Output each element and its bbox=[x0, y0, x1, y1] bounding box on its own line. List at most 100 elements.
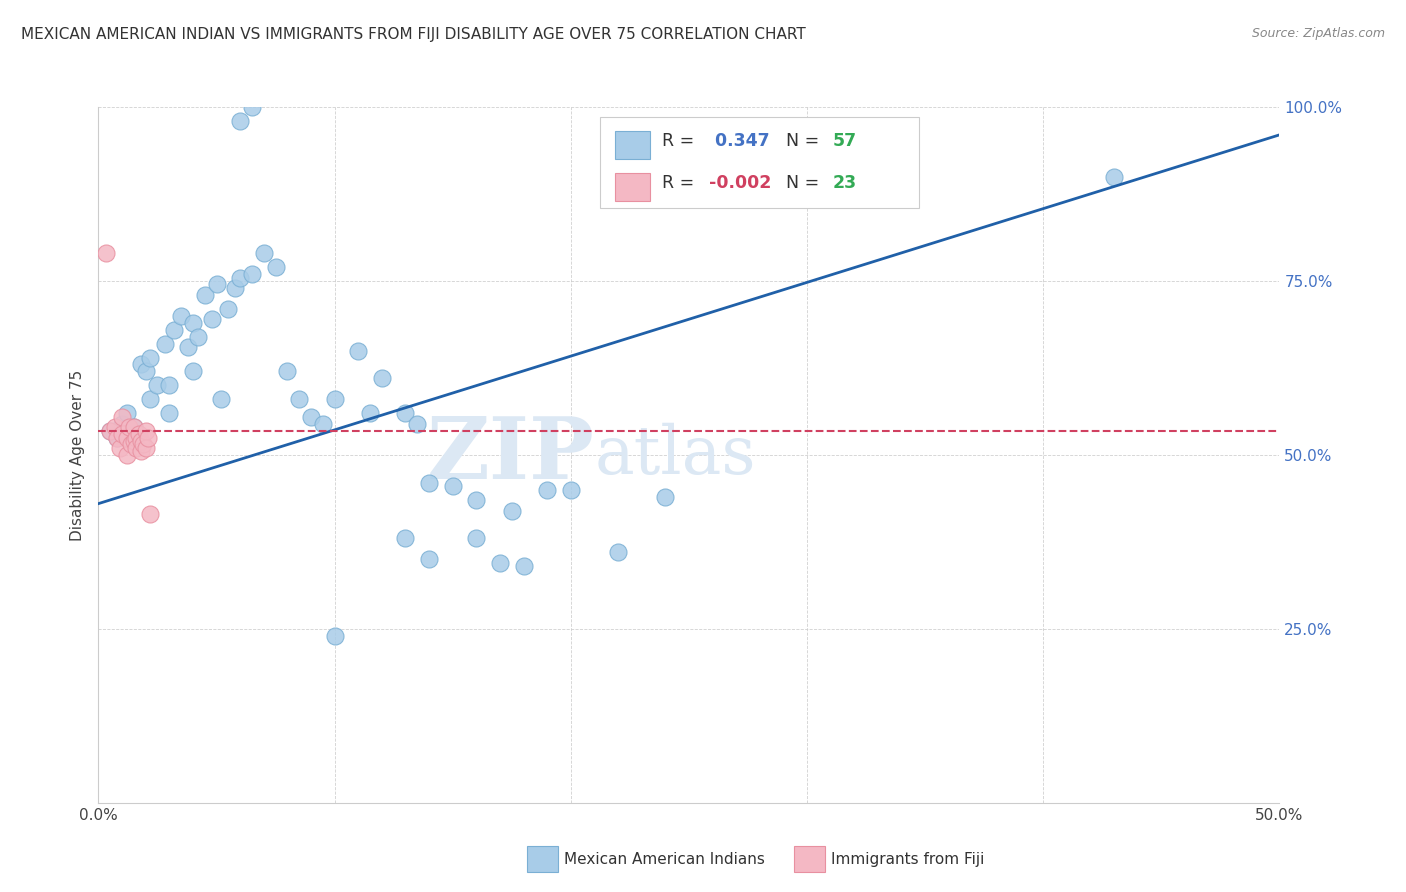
Point bbox=[654, 490, 676, 504]
Text: Mexican American Indians: Mexican American Indians bbox=[564, 853, 765, 867]
Point bbox=[394, 406, 416, 420]
Point bbox=[139, 507, 162, 521]
Point bbox=[104, 420, 127, 434]
Bar bbox=[614, 173, 650, 201]
Text: R =: R = bbox=[662, 132, 700, 150]
Point bbox=[465, 493, 488, 508]
Point bbox=[111, 417, 134, 431]
Point bbox=[276, 364, 298, 378]
Y-axis label: Disability Age Over 75: Disability Age Over 75 bbox=[70, 369, 86, 541]
Point bbox=[512, 559, 534, 574]
Point bbox=[157, 378, 180, 392]
Point bbox=[312, 417, 335, 431]
Text: atlas: atlas bbox=[595, 422, 756, 488]
Point bbox=[139, 392, 162, 407]
Point bbox=[105, 431, 128, 445]
Text: MEXICAN AMERICAN INDIAN VS IMMIGRANTS FROM FIJI DISABILITY AGE OVER 75 CORRELATI: MEXICAN AMERICAN INDIAN VS IMMIGRANTS FR… bbox=[21, 27, 806, 42]
Point bbox=[371, 371, 394, 385]
Point bbox=[111, 427, 134, 442]
Point bbox=[536, 483, 558, 497]
Point bbox=[501, 503, 523, 517]
Point bbox=[347, 343, 370, 358]
Point bbox=[129, 444, 152, 458]
Point bbox=[135, 424, 157, 438]
Text: N =: N = bbox=[786, 132, 824, 150]
Point bbox=[115, 431, 138, 445]
Point bbox=[224, 281, 246, 295]
FancyBboxPatch shape bbox=[600, 118, 920, 208]
Point bbox=[108, 441, 131, 455]
Text: N =: N = bbox=[786, 174, 824, 192]
Bar bbox=[794, 846, 825, 872]
Point bbox=[125, 441, 148, 455]
Point bbox=[209, 392, 232, 407]
Point bbox=[201, 312, 224, 326]
Point bbox=[139, 351, 162, 365]
Point bbox=[299, 409, 322, 424]
Point bbox=[122, 420, 145, 434]
Text: 0.347: 0.347 bbox=[709, 132, 769, 150]
Point bbox=[157, 406, 180, 420]
Point bbox=[1102, 169, 1125, 184]
Point bbox=[489, 556, 512, 570]
Point bbox=[229, 114, 252, 128]
Point bbox=[122, 434, 145, 448]
Point bbox=[560, 483, 582, 497]
Point bbox=[264, 260, 287, 274]
Point bbox=[153, 336, 176, 351]
Point bbox=[136, 431, 159, 445]
Point bbox=[125, 431, 148, 445]
Point bbox=[288, 392, 311, 407]
Text: Source: ZipAtlas.com: Source: ZipAtlas.com bbox=[1251, 27, 1385, 40]
Point bbox=[105, 431, 128, 445]
Point bbox=[177, 340, 200, 354]
Text: R =: R = bbox=[662, 174, 700, 192]
Point bbox=[170, 309, 193, 323]
Point bbox=[394, 532, 416, 546]
Point bbox=[323, 392, 346, 407]
Point bbox=[181, 316, 204, 330]
Point bbox=[146, 378, 169, 392]
Point bbox=[163, 323, 186, 337]
Point bbox=[98, 424, 121, 438]
Point bbox=[205, 277, 228, 292]
Point bbox=[135, 441, 157, 455]
Point bbox=[115, 448, 138, 462]
Text: 23: 23 bbox=[832, 174, 858, 192]
Point bbox=[240, 100, 263, 114]
Point bbox=[128, 427, 150, 442]
Point bbox=[132, 437, 155, 451]
Point bbox=[194, 288, 217, 302]
Point bbox=[118, 420, 141, 434]
Point bbox=[240, 267, 263, 281]
Text: 57: 57 bbox=[832, 132, 858, 150]
Point bbox=[122, 420, 145, 434]
Point bbox=[122, 434, 145, 448]
Point bbox=[135, 364, 157, 378]
Point bbox=[323, 629, 346, 643]
Point bbox=[359, 406, 381, 420]
Point bbox=[229, 270, 252, 285]
Text: Immigrants from Fiji: Immigrants from Fiji bbox=[831, 853, 984, 867]
Point bbox=[129, 434, 152, 448]
Point bbox=[181, 364, 204, 378]
Text: -0.002: -0.002 bbox=[709, 174, 772, 192]
Point bbox=[187, 329, 209, 343]
Point bbox=[253, 246, 276, 260]
Point bbox=[98, 424, 121, 438]
Bar bbox=[527, 846, 558, 872]
Point bbox=[115, 406, 138, 420]
Point bbox=[217, 301, 239, 316]
Point bbox=[465, 532, 488, 546]
Point bbox=[111, 409, 134, 424]
Point bbox=[441, 479, 464, 493]
Point bbox=[406, 417, 429, 431]
Point bbox=[418, 475, 440, 490]
Point bbox=[129, 358, 152, 372]
Text: ZIP: ZIP bbox=[426, 413, 595, 497]
Bar bbox=[614, 131, 650, 159]
Point bbox=[121, 437, 143, 451]
Point bbox=[418, 552, 440, 566]
Point bbox=[94, 246, 117, 260]
Point bbox=[607, 545, 630, 559]
